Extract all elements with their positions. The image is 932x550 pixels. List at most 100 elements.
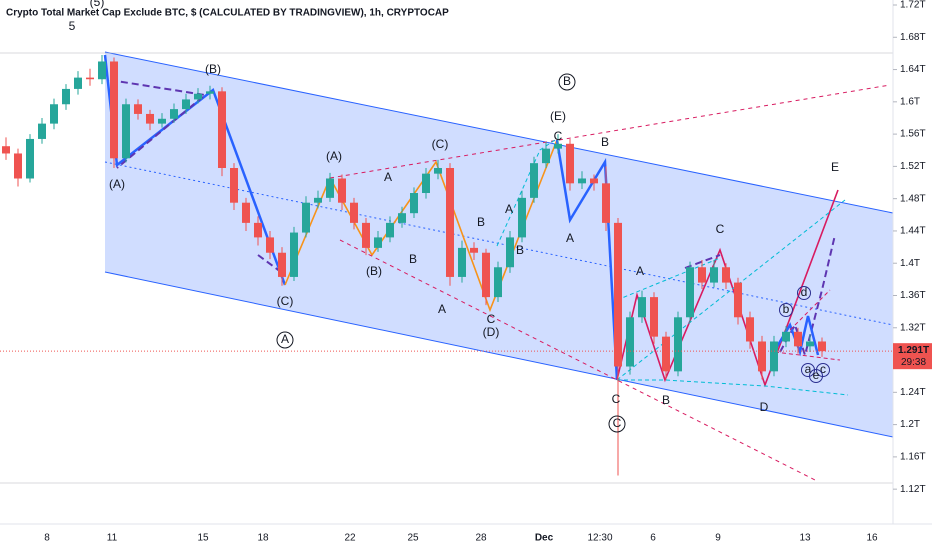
- candle-body: [146, 113, 154, 124]
- trend-line: [616, 257, 721, 301]
- candle-body: [542, 148, 550, 164]
- candle-body: [398, 213, 406, 223]
- candle-body: [662, 336, 670, 372]
- annotation-circle: [809, 369, 823, 383]
- wave-label: (C): [277, 294, 294, 308]
- trend-line: [617, 379, 849, 396]
- wave-label: (A): [326, 149, 342, 163]
- wave-label: C: [612, 392, 621, 406]
- candle-body: [710, 267, 718, 283]
- wave-label: c: [820, 362, 826, 376]
- wave-label: C: [487, 312, 496, 326]
- channel-top: [104, 51, 894, 214]
- candle-body: [518, 197, 526, 238]
- candle-body: [254, 222, 262, 238]
- candle-body: [674, 317, 682, 372]
- y-tick-label: 1.68T: [900, 32, 926, 43]
- wave-label: C: [613, 416, 622, 430]
- candle-body: [578, 178, 586, 184]
- wave-line: [684, 254, 721, 269]
- candle-body: [74, 77, 82, 89]
- candle-body: [422, 173, 430, 194]
- candle-body: [62, 88, 70, 105]
- candle-body: [734, 282, 742, 318]
- candle-body: [434, 168, 442, 174]
- annotation-circle: [797, 286, 811, 300]
- wave-label: A: [438, 302, 446, 316]
- wave-label: B: [409, 252, 417, 266]
- candle-body: [470, 247, 478, 253]
- wave-line: [779, 234, 836, 359]
- wave-label: B: [477, 215, 485, 229]
- wave-label: (B): [205, 62, 221, 76]
- x-tick-label: 6: [650, 533, 656, 544]
- wave-label: B: [516, 243, 524, 257]
- candle-body: [758, 341, 766, 372]
- chart-title: Crypto Total Market Cap Exclude BTC, $ (…: [6, 8, 449, 19]
- candle-body: [386, 222, 394, 238]
- candle-body: [206, 91, 214, 94]
- candle-body: [494, 267, 502, 298]
- candle-body: [374, 237, 382, 248]
- candle-body: [566, 143, 574, 184]
- x-tick-label: 13: [799, 533, 811, 544]
- wave-label: (C): [432, 137, 449, 151]
- candle-body: [554, 143, 562, 149]
- candle-body: [26, 138, 34, 179]
- last-price-label: 1.291T: [898, 345, 929, 356]
- annotation-circle: [779, 303, 793, 317]
- wave-label: B: [662, 393, 670, 407]
- candle-body: [14, 153, 22, 179]
- candle-body: [110, 61, 118, 159]
- x-tick-label: 16: [866, 533, 878, 544]
- candle-body: [506, 237, 514, 268]
- candle-body: [626, 317, 634, 367]
- wave-label: (A): [109, 177, 125, 191]
- candle-body: [242, 202, 250, 223]
- countdown: 29:38: [901, 357, 926, 368]
- trend-line: [774, 351, 841, 361]
- wave-label: C: [554, 129, 563, 143]
- candle-body: [278, 252, 286, 277]
- y-tick-label: 1.12T: [900, 484, 926, 495]
- last-price-box: [893, 343, 932, 370]
- candle-body: [362, 222, 370, 248]
- candle-body: [794, 331, 802, 347]
- annotation-circle: [276, 331, 294, 349]
- trend-line: [329, 84, 891, 179]
- candle-body: [326, 178, 334, 198]
- x-tick-label: 8: [44, 533, 50, 544]
- y-tick-label: 1.56T: [900, 129, 926, 140]
- candle-body: [2, 146, 10, 154]
- y-tick-label: 1.16T: [900, 452, 926, 463]
- candle-body: [818, 341, 826, 352]
- x-tick-label: 25: [407, 533, 419, 544]
- wave-label: (5): [90, 0, 105, 9]
- wave-label: A: [384, 170, 392, 184]
- annotation-circle: [558, 73, 576, 91]
- wave-label: (D): [483, 325, 500, 339]
- annotation-circle: [608, 415, 626, 433]
- x-tick-label: 22: [344, 533, 356, 544]
- candle-body: [614, 222, 622, 367]
- wave-label: D: [760, 400, 769, 414]
- candle-body: [218, 91, 226, 168]
- candle-body: [122, 104, 130, 159]
- candle-body: [266, 237, 274, 253]
- wave-label: b: [783, 302, 790, 316]
- candle-body: [290, 232, 298, 277]
- candle-body: [338, 178, 346, 203]
- candle-body: [194, 93, 202, 100]
- x-tick-label: 18: [257, 533, 269, 544]
- candle-body: [722, 267, 730, 283]
- candle-body: [86, 77, 94, 80]
- y-tick-label: 1.32T: [900, 322, 926, 333]
- y-tick-label: 1.44T: [900, 226, 926, 237]
- candle-body: [530, 163, 538, 198]
- wave-label: B: [601, 135, 609, 149]
- wave-label: A: [566, 231, 574, 245]
- wave-label: C: [716, 222, 725, 236]
- candle-body: [182, 99, 190, 110]
- y-tick-label: 1.72T: [900, 0, 926, 11]
